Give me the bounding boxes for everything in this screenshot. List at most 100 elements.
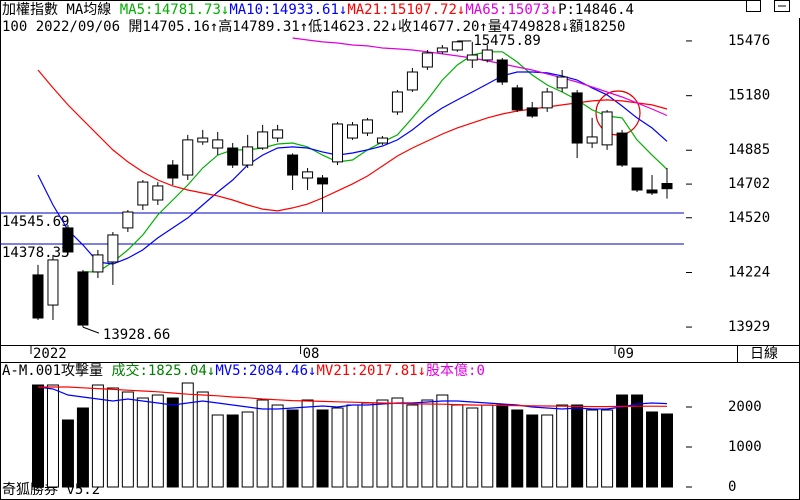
x-tick-label: 2022	[33, 346, 67, 362]
volume-bar	[91, 384, 104, 488]
volume-ma-line	[38, 386, 668, 408]
volume-bar	[196, 391, 209, 488]
candle-body	[481, 49, 493, 61]
volume-bar	[32, 384, 44, 488]
candle-body	[107, 234, 119, 263]
ma-line	[37, 69, 668, 212]
candle-body	[406, 71, 418, 91]
candle-body	[347, 124, 358, 139]
volume-bar	[301, 399, 314, 488]
y-tick-label: 14885	[728, 142, 770, 158]
candle-body	[526, 107, 538, 117]
y-tick-label: 15180	[728, 88, 770, 104]
volume-bar	[316, 409, 329, 488]
candle-body	[586, 136, 598, 144]
extra-label: 股本億:0	[426, 363, 485, 379]
volume-bar	[496, 404, 509, 488]
volume-bar	[571, 404, 584, 488]
y-tick-label: 2000	[728, 399, 762, 415]
volume-bar	[61, 419, 74, 488]
volume-bar	[181, 382, 194, 488]
candle-body	[556, 76, 568, 89]
y-tick-label: 14702	[728, 176, 770, 192]
candle-body	[167, 164, 179, 179]
candle-body	[601, 111, 613, 146]
candle-body	[122, 211, 134, 229]
legend-entry: MV21:2017.81↓	[316, 363, 426, 379]
annotation-leader	[82, 326, 100, 334]
y-tick-label: 14224	[728, 264, 770, 280]
volume-bar	[331, 407, 344, 488]
candle-body	[391, 91, 403, 113]
volume-bar	[256, 399, 269, 488]
legend-entry: MA65:15073↓	[465, 2, 558, 18]
ma-line	[82, 51, 668, 273]
ohlc-info: 100 2022/09/06 開14705.16↑高14789.31↑低1462…	[2, 18, 625, 35]
volume-ma-line	[37, 386, 668, 410]
candle-body	[32, 274, 44, 319]
volume-bar	[361, 402, 374, 488]
candle-body	[152, 185, 164, 201]
volume-bar	[541, 414, 554, 488]
volume-bar	[166, 397, 179, 488]
legend-entry: 成交:1825.04↓	[111, 362, 215, 379]
reference-label: 14378.33	[2, 245, 69, 261]
legend-entry: MV5:2084.46↓	[215, 363, 316, 379]
candle-body	[227, 147, 239, 166]
candle-body	[571, 92, 583, 144]
candle-body	[541, 91, 553, 109]
candle-body	[376, 137, 388, 144]
y-tick-label: 13929	[728, 319, 770, 335]
volume-bar	[376, 399, 389, 488]
volume-bar	[661, 413, 673, 488]
ma-line	[292, 37, 668, 117]
volume-title: A-M.001攻擊量	[2, 362, 103, 379]
volume-bar	[136, 397, 149, 488]
volume-bar	[121, 391, 134, 488]
volume-legend-line: A-M.001攻擊量 成交:1825.04↓MV5:2084.46↓MV21:2…	[2, 362, 485, 379]
candle-body	[257, 131, 269, 149]
volume-bar	[616, 394, 629, 488]
candle-body	[47, 259, 59, 306]
legend-entry: MA5:14781.73↓	[120, 2, 230, 18]
volume-bar	[481, 404, 494, 488]
volume-bar	[451, 404, 464, 488]
volume-bar	[436, 394, 449, 488]
legend-entry: MA10:14933.61↓	[229, 2, 347, 18]
chart-title: 加權指數 MA均線	[2, 2, 111, 18]
volume-bar	[601, 409, 614, 488]
volume-bar	[586, 409, 599, 488]
reference-label: 14545.69	[2, 214, 69, 230]
candle-body	[646, 189, 658, 194]
candle-body	[62, 227, 74, 253]
candle-body	[92, 254, 104, 273]
candle-body	[436, 47, 448, 53]
volume-bar	[466, 407, 479, 488]
volume-bar	[511, 409, 524, 488]
y-tick-label: 14520	[728, 210, 770, 226]
volume-bar	[226, 414, 239, 488]
candle-body	[77, 271, 89, 326]
low-annotation: 13928.66	[103, 327, 170, 343]
volume-bar	[106, 387, 119, 488]
candle-body	[272, 129, 284, 139]
volume-bar	[151, 394, 164, 488]
candle-body	[212, 139, 224, 149]
window-button[interactable]	[746, 0, 761, 12]
period-label: 日線	[750, 346, 778, 362]
volume-bar	[526, 414, 539, 488]
y-tick-label: 0	[728, 479, 736, 495]
candle-body	[182, 139, 194, 176]
high-annotation: 15475.89	[473, 33, 540, 49]
volume-bar	[421, 399, 434, 488]
footer-label: 奇狐勝券 v5.2	[2, 481, 100, 498]
y-tick-label: 1000	[728, 439, 762, 455]
volume-bar	[271, 404, 284, 488]
volume-bar	[76, 407, 89, 488]
candle-body	[631, 167, 643, 191]
candle-body	[197, 137, 209, 143]
legend-entry: MA21:15107.72↓	[347, 2, 465, 18]
volume-bar	[631, 394, 644, 488]
candle-body	[332, 123, 344, 163]
